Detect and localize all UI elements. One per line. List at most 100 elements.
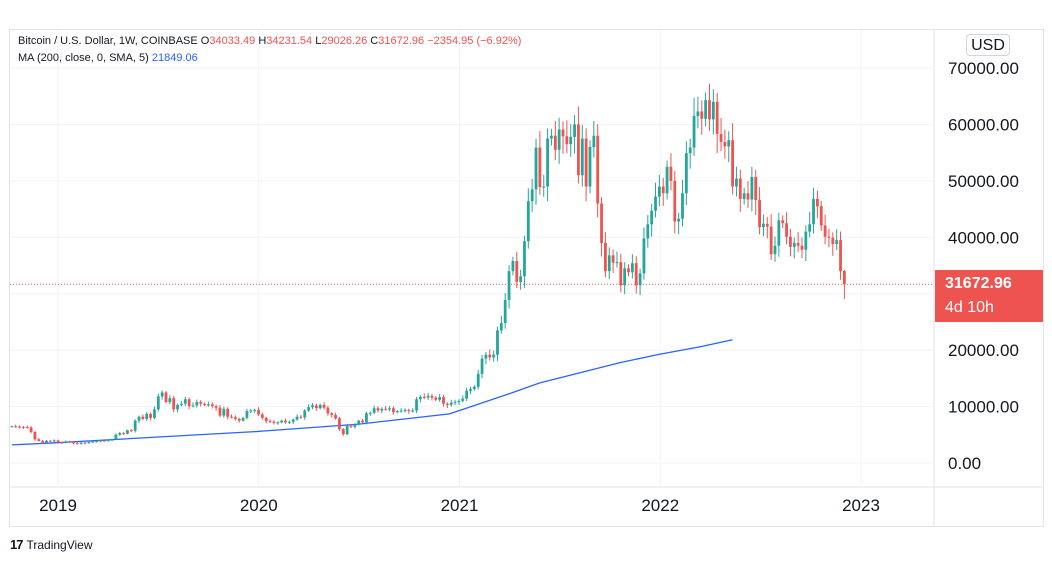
candle-body (183, 399, 187, 404)
candle (129, 428, 133, 432)
candle-body (272, 421, 276, 423)
candle (684, 141, 688, 206)
candle (56, 439, 60, 444)
candle (577, 106, 580, 184)
candle (638, 268, 642, 296)
candle (773, 236, 777, 262)
candle (673, 170, 677, 234)
candle-body (700, 111, 704, 119)
candle-body (550, 135, 553, 139)
candle-body (384, 408, 388, 410)
candle-body (218, 407, 222, 416)
legend-ma-row: MA (200, close, 0, SMA, 5) 21849.06 (18, 52, 198, 64)
candle-body (538, 147, 542, 188)
candle (180, 400, 183, 407)
candle-body (719, 134, 723, 142)
candle-body (126, 430, 129, 434)
candle-body (187, 399, 191, 407)
candle-body (299, 416, 303, 418)
candle (345, 423, 349, 436)
candle (650, 203, 654, 237)
candle-body (314, 405, 318, 409)
candle (102, 439, 106, 442)
y-tick-label: 0.00 (948, 454, 981, 473)
candle (164, 390, 168, 404)
x-tick-label: 2022 (641, 496, 679, 515)
candle-body (214, 406, 218, 408)
candle-body (249, 410, 253, 412)
candle (41, 439, 45, 444)
candle-body (557, 129, 561, 150)
candle-body (318, 404, 322, 409)
candle (326, 405, 330, 416)
candle (395, 409, 399, 414)
candle-body (149, 413, 152, 418)
candle (199, 400, 203, 407)
candle (492, 350, 496, 362)
high-value: 34231.54 (266, 35, 313, 47)
candle (819, 200, 823, 231)
candle-body (812, 198, 815, 225)
candle-body (60, 442, 64, 444)
candle-body (253, 409, 257, 411)
candle (388, 405, 391, 412)
currency-button[interactable]: USD (966, 34, 1010, 56)
candle-body (515, 260, 519, 282)
candle (530, 178, 534, 212)
candle-body (704, 100, 708, 119)
candle-body (542, 186, 546, 188)
candle (368, 411, 372, 416)
candle (183, 396, 187, 407)
candle (630, 254, 634, 279)
candle (708, 83, 711, 131)
candle (442, 394, 445, 407)
candle (750, 166, 754, 212)
candle-body (291, 419, 295, 422)
candle-body (180, 403, 183, 405)
candle-body (380, 408, 384, 411)
candle (507, 265, 511, 309)
tradingview-brand[interactable]: 17 TradingView (10, 537, 93, 552)
candle-body (769, 226, 773, 255)
candle-body (815, 198, 819, 207)
candle (187, 397, 191, 410)
candle (141, 414, 145, 421)
candle-body (72, 442, 75, 444)
candle (322, 402, 326, 410)
candle (380, 407, 384, 414)
candle (245, 408, 249, 420)
candle (149, 412, 152, 421)
candle-body (677, 218, 681, 222)
candle-body (191, 405, 195, 407)
low-label: L (315, 35, 322, 47)
candle-body (507, 271, 511, 300)
candle (156, 393, 160, 412)
candle (592, 120, 596, 158)
candle (742, 187, 746, 205)
candle (191, 402, 195, 408)
candle (812, 187, 815, 234)
candle-body (534, 147, 538, 190)
candle (561, 121, 565, 154)
candle-body (835, 240, 839, 245)
candle (565, 120, 569, 154)
candle (476, 369, 480, 390)
candle (634, 256, 638, 294)
candle (434, 396, 438, 402)
candle-body (758, 200, 761, 228)
candle-body (37, 439, 41, 441)
candle (704, 92, 708, 127)
candle (449, 399, 453, 407)
candle (422, 393, 426, 400)
candle-body (580, 138, 584, 176)
candle (195, 399, 199, 408)
candle-body (553, 135, 557, 150)
candle-body (388, 408, 391, 410)
candle (330, 412, 334, 418)
candle (18, 425, 21, 429)
candle-body (411, 410, 415, 412)
candle (299, 414, 303, 420)
candle (573, 114, 576, 154)
candle-body (141, 416, 145, 419)
